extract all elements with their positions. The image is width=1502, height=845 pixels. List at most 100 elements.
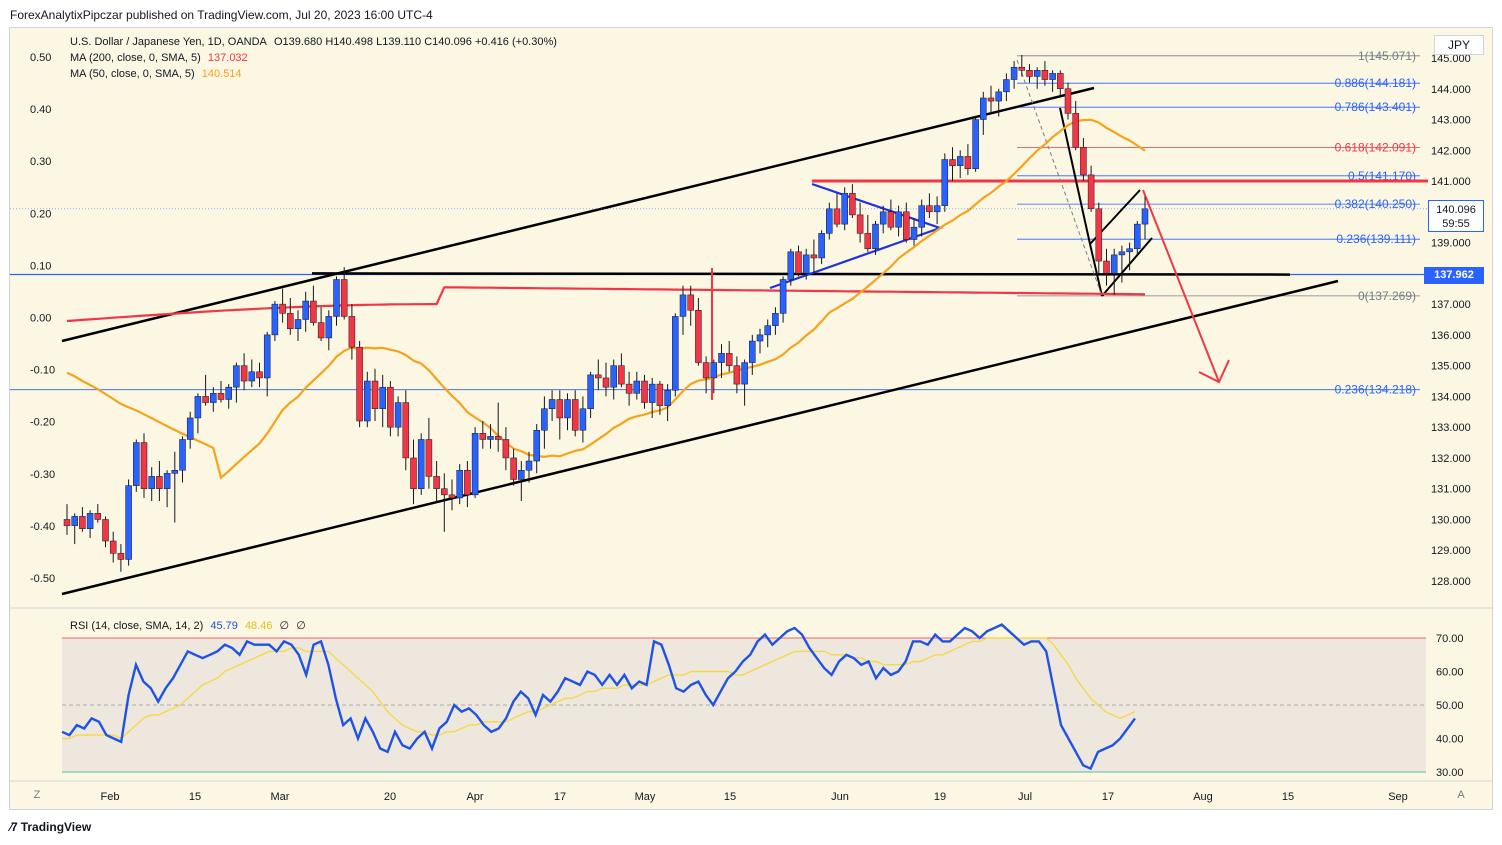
candle-body [163, 473, 171, 489]
legend-ma200[interactable]: MA (200, close, 0, SMA, 5) 137.032 [70, 52, 252, 64]
rsi-tick-label: 70.00 [1436, 633, 1464, 645]
candle-body [872, 223, 879, 249]
candle-body [86, 513, 94, 529]
fib-label: 0.5(141.170) [1348, 169, 1416, 183]
candle-body [79, 516, 86, 529]
time-tick-label: 20 [384, 791, 396, 803]
legend-rsi-extra2: ∅ [296, 620, 306, 632]
candle-body [949, 159, 956, 166]
currency-button[interactable]: JPY [1434, 35, 1484, 55]
candle-body [417, 439, 425, 489]
candle-body [479, 433, 487, 440]
candle-body [687, 294, 694, 311]
candle-body [849, 193, 856, 216]
price-tick-label: 134.000 [1431, 391, 1471, 403]
axis-a-button[interactable]: A [1457, 789, 1465, 801]
time-tick-label: Apr [466, 791, 483, 803]
candle-body [826, 208, 833, 234]
time-tick-label: Mar [271, 791, 290, 803]
candle-body [525, 460, 533, 471]
axis-z-button[interactable]: Z [33, 789, 41, 801]
fib-label: 1(145.071) [1358, 49, 1416, 63]
candle-body [302, 300, 309, 320]
left-tick-label: -0.20 [30, 417, 55, 429]
candle-body [425, 439, 433, 477]
candle-body [109, 540, 117, 554]
candle-body [1003, 79, 1010, 93]
candle-body [579, 408, 587, 431]
candle-body [271, 303, 279, 336]
candle-body [441, 488, 448, 496]
candle-body [125, 485, 132, 560]
candle-body [71, 516, 78, 526]
candle-body [856, 214, 864, 234]
flag-lower-line [1101, 237, 1153, 297]
candle-body [1118, 251, 1126, 256]
candle-body [595, 374, 602, 379]
candle-body [702, 362, 710, 379]
time-tick-label: Jul [1018, 791, 1032, 803]
fib-label: 0.786(143.401) [1335, 100, 1416, 114]
candle-body [1033, 70, 1041, 77]
left-tick-label: 0.20 [30, 208, 51, 220]
legend-ma50[interactable]: MA (50, close, 0, SMA, 5) 140.514 [70, 68, 246, 80]
time-tick-label: Jun [831, 791, 849, 803]
candle-body [510, 457, 517, 480]
candle-body [710, 362, 718, 379]
candle-body [903, 211, 910, 240]
candle-body [102, 519, 109, 542]
price-tick-label: 128.000 [1431, 576, 1471, 588]
candle-body [471, 433, 479, 496]
candle-body [148, 476, 155, 489]
fib-label: 0(137.269) [1358, 289, 1416, 303]
candle-body [464, 469, 471, 496]
candle-body [564, 399, 571, 419]
price-tick-label: 129.000 [1431, 545, 1471, 557]
candle-body [772, 313, 779, 326]
candle-body [279, 303, 286, 314]
price-tick-label: 130.000 [1431, 514, 1471, 526]
candle-body [548, 399, 556, 409]
left-tick-label: -0.50 [30, 573, 55, 585]
candle-body [348, 316, 356, 348]
candle-body [340, 279, 348, 317]
candle-body [910, 226, 918, 240]
candle-body [787, 251, 795, 280]
candle-body [779, 279, 787, 314]
left-tick-label: -0.40 [30, 521, 55, 533]
candle-body [1141, 208, 1149, 225]
price-tick-label: 143.000 [1431, 115, 1471, 127]
candle-body [672, 316, 679, 391]
fib-label: 0.236(139.111) [1336, 232, 1416, 246]
candle-body [494, 436, 502, 440]
rsi-line [61, 623, 1136, 771]
legend-rsi[interactable]: RSI (14, close, SMA, 14, 2) 45.79 48.46 … [70, 619, 310, 632]
candle-body [741, 362, 748, 385]
candle-body [541, 408, 548, 431]
candle-body [571, 399, 579, 431]
left-tick-label: 0.00 [30, 313, 51, 325]
projection-arrow-head [1198, 359, 1230, 384]
time-tick-label: Feb [101, 791, 120, 803]
footer-brand[interactable]: ⁄7 TradingView [10, 820, 91, 834]
candle-body [610, 365, 617, 388]
horizontal-level-badge: 137.962 [1424, 267, 1484, 284]
candle-body [718, 353, 725, 363]
candle-body [371, 380, 379, 409]
candle-body [1026, 70, 1033, 77]
candle-body [625, 383, 633, 394]
candle-body [487, 436, 494, 440]
fib-label: 0.382(140.250) [1335, 197, 1416, 211]
legend-ma200-label: MA (200, close, 0, SMA, 5) [70, 52, 201, 64]
legend-symbol: U.S. Dollar / Japanese Yen, 1D, OANDA [70, 36, 267, 48]
price-tick-label: 144.000 [1431, 84, 1471, 96]
candle-body [802, 254, 810, 274]
candle-body [980, 97, 987, 120]
time-tick-label: Sep [1388, 791, 1408, 803]
neckline [311, 272, 1291, 276]
candle-body [117, 553, 125, 560]
candle-body [364, 380, 371, 422]
legend-rsi-extra1: ∅ [279, 620, 290, 632]
candle-body [756, 334, 764, 342]
